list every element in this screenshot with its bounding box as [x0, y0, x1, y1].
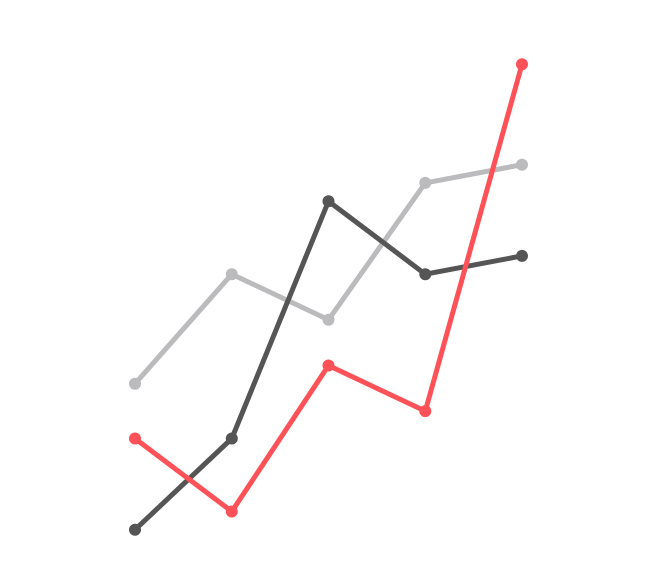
series-2-point-2 [225, 432, 238, 445]
series-1-point-5 [516, 158, 528, 171]
series-1-point-1 [129, 377, 141, 390]
series-1-point-2 [225, 268, 238, 281]
series-3-point-5 [516, 58, 528, 71]
series-3-line [132, 61, 525, 514]
series-2-point-4 [419, 268, 432, 281]
series-2-point-1 [129, 523, 141, 536]
series-1-point-3 [322, 313, 335, 326]
series-3-point-2 [225, 505, 238, 518]
series-3-point-1 [129, 432, 141, 445]
series-2-point-5 [516, 249, 528, 262]
series-3-point-3 [322, 359, 335, 372]
series-layer [129, 58, 528, 536]
series-3-point-4 [419, 405, 432, 418]
series-1-point-4 [419, 176, 432, 189]
series-2-point-3 [322, 195, 335, 208]
